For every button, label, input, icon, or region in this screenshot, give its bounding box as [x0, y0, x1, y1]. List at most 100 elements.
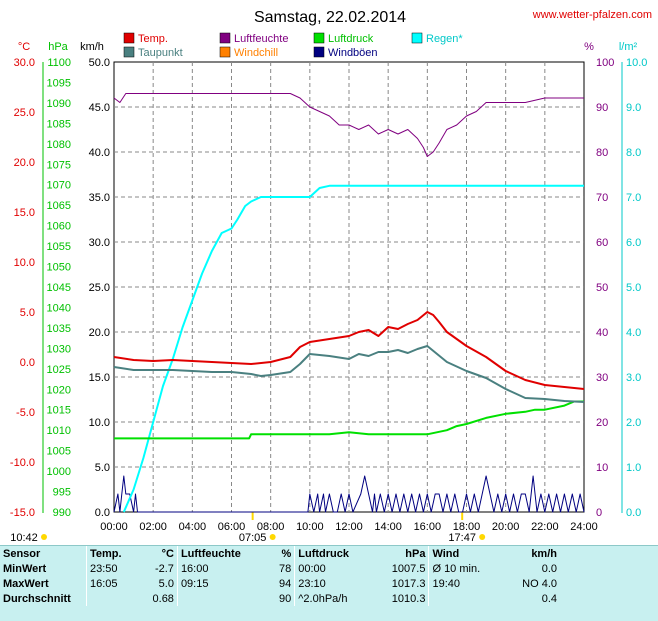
- pressure-tick-label: 990: [53, 507, 71, 519]
- humidity-tick-label: 60: [596, 237, 608, 249]
- x-tick-label: 02:00: [139, 521, 167, 533]
- rain-tick-label: 8.0: [626, 147, 641, 159]
- wind-min-value: 0.0: [541, 562, 557, 575]
- x-tick-label: 14:00: [374, 521, 402, 533]
- sun-icon: [479, 534, 486, 540]
- pressure-tick-label: 1025: [47, 364, 71, 376]
- humidity-tick-label: 20: [596, 417, 608, 429]
- stats-row-min: MinWert 23:50 -2.7 16:00 78 00:00 1007.5…: [0, 561, 560, 576]
- series-line-regen: [122, 184, 584, 513]
- temp-tick-label: 0.0: [20, 357, 35, 369]
- x-tick-label: 18:00: [453, 521, 481, 533]
- chart-title: Samstag, 22.02.2014: [254, 9, 406, 26]
- x-tick-label: 12:00: [335, 521, 363, 533]
- pressure-tick-label: 1085: [47, 118, 71, 130]
- temp-min-value: -2.7: [154, 562, 174, 575]
- series-line-temp: [113, 311, 585, 390]
- wind-max-value: NO 4.0: [522, 577, 557, 590]
- site-link[interactable]: www.wetter-pfalzen.com: [532, 9, 652, 21]
- temp-tick-label: 30.0: [14, 57, 35, 69]
- wind-tick-label: 50.0: [89, 57, 110, 69]
- pressure-tick-label: 1040: [47, 302, 71, 314]
- pressure-tick-label: 1045: [47, 282, 71, 294]
- legend-label: Windchill: [234, 47, 278, 59]
- stats-row-avg: Durchschnitt 0.68 90 ^2.0hPa/h 1010.3 0.…: [0, 591, 560, 606]
- legend-swatch: [313, 32, 325, 44]
- temp-min-time: 23:50: [85, 561, 139, 576]
- temp-tick-label: 15.0: [14, 207, 35, 219]
- x-tick-label: 06:00: [218, 521, 246, 533]
- sun-time-label: 07:05: [239, 532, 267, 544]
- pressure-tick-label: 1020: [47, 384, 71, 396]
- temp-tick-label: -15.0: [10, 507, 35, 519]
- humidity-tick-label: 70: [596, 192, 608, 204]
- stats-header-sensor: Sensor: [3, 547, 41, 560]
- rain-tick-label: 0.0: [626, 507, 641, 519]
- sun-icon: [269, 534, 276, 540]
- x-tick-label: 00:00: [100, 521, 128, 533]
- wind-tick-label: 20.0: [89, 327, 110, 339]
- legend-swatch: [219, 32, 231, 44]
- pressure-tick-label: 1065: [47, 200, 71, 212]
- pressure-tick-label: 1035: [47, 323, 71, 335]
- rain-tick-label: 4.0: [626, 327, 641, 339]
- rain-tick-label: 2.0: [626, 417, 641, 429]
- legend-swatch: [123, 46, 135, 58]
- wind-avg-value: 0.4: [541, 592, 557, 605]
- x-tick-label: 10:00: [296, 521, 324, 533]
- rain-tick-label: 10.0: [626, 57, 647, 69]
- pressure-tick-label: 1090: [47, 98, 71, 110]
- wind-tick-label: 45.0: [89, 102, 110, 114]
- wind-axis-unit: km/h: [80, 41, 104, 53]
- hum-max-value: 94: [279, 577, 292, 590]
- series-line-windböen: [113, 475, 585, 513]
- grid: [113, 61, 585, 513]
- pressure-tick-label: 1095: [47, 77, 71, 89]
- press-avg-value: 1010.3: [391, 592, 426, 605]
- humidity-tick-label: 90: [596, 102, 608, 114]
- stats-header-temp: Temp.: [85, 546, 139, 561]
- x-tick-label: 08:00: [257, 521, 285, 533]
- stats-header-row: Sensor Temp. °C Luftfeuchte % Luftdruck …: [0, 546, 560, 561]
- stats-table: Sensor Temp. °C Luftfeuchte % Luftdruck …: [0, 546, 560, 606]
- series-line-taupunkt: [113, 345, 585, 403]
- press-min-time: 00:00: [294, 561, 374, 576]
- series-line-luftdruck: [114, 400, 584, 440]
- x-tick-label: 24:00: [570, 521, 598, 533]
- pressure-tick-label: 1060: [47, 221, 71, 233]
- stats-header-wind-unit: km/h: [531, 547, 557, 560]
- x-tick-label: 04:00: [179, 521, 207, 533]
- press-avg-trend: ^2.0hPa/h: [294, 591, 374, 606]
- legend-label: Windböen: [328, 47, 378, 59]
- legend-label: Luftfeuchte: [234, 33, 288, 45]
- wind-tick-label: 5.0: [95, 462, 110, 474]
- pressure-tick-label: 1030: [47, 343, 71, 355]
- humidity-tick-label: 0: [596, 507, 602, 519]
- wind-tick-label: 25.0: [89, 282, 110, 294]
- pressure-tick-label: 1100: [47, 57, 71, 69]
- stats-header-press-unit: hPa: [405, 547, 426, 560]
- x-tick-label: 22:00: [531, 521, 559, 533]
- hum-max-time: 09:15: [176, 576, 269, 591]
- humidity-tick-label: 50: [596, 282, 608, 294]
- temp-tick-label: -5.0: [16, 407, 35, 419]
- stats-header-hum: Luftfeuchte: [176, 546, 269, 561]
- weather-chart: Samstag, 22.02.2014 www.wetter-pfalzen.c…: [10, 9, 652, 544]
- pressure-tick-label: 995: [53, 487, 71, 499]
- humidity-tick-label: 100: [596, 57, 614, 69]
- legend: Temp. Luftfeuchte Luftdruck Regen* Taupunkt W…: [123, 32, 463, 59]
- legend-swatch: [313, 46, 325, 58]
- wind-min-time: Ø 10 min.: [428, 561, 504, 576]
- pressure-tick-label: 1005: [47, 446, 71, 458]
- pressure-tick-label: 1075: [47, 159, 71, 171]
- hum-min-value: 78: [279, 562, 292, 575]
- humidity-tick-label: 30: [596, 372, 608, 384]
- humidity-tick-label: 40: [596, 327, 608, 339]
- temp-max-time: 16:05: [85, 576, 139, 591]
- stats-row-label: Durchschnitt: [3, 592, 71, 605]
- legend-label: Regen*: [426, 33, 463, 45]
- wind-tick-label: 35.0: [89, 192, 110, 204]
- legend-label: Taupunkt: [138, 47, 183, 59]
- hum-min-time: 16:00: [176, 561, 269, 576]
- temp-tick-label: 10.0: [14, 257, 35, 269]
